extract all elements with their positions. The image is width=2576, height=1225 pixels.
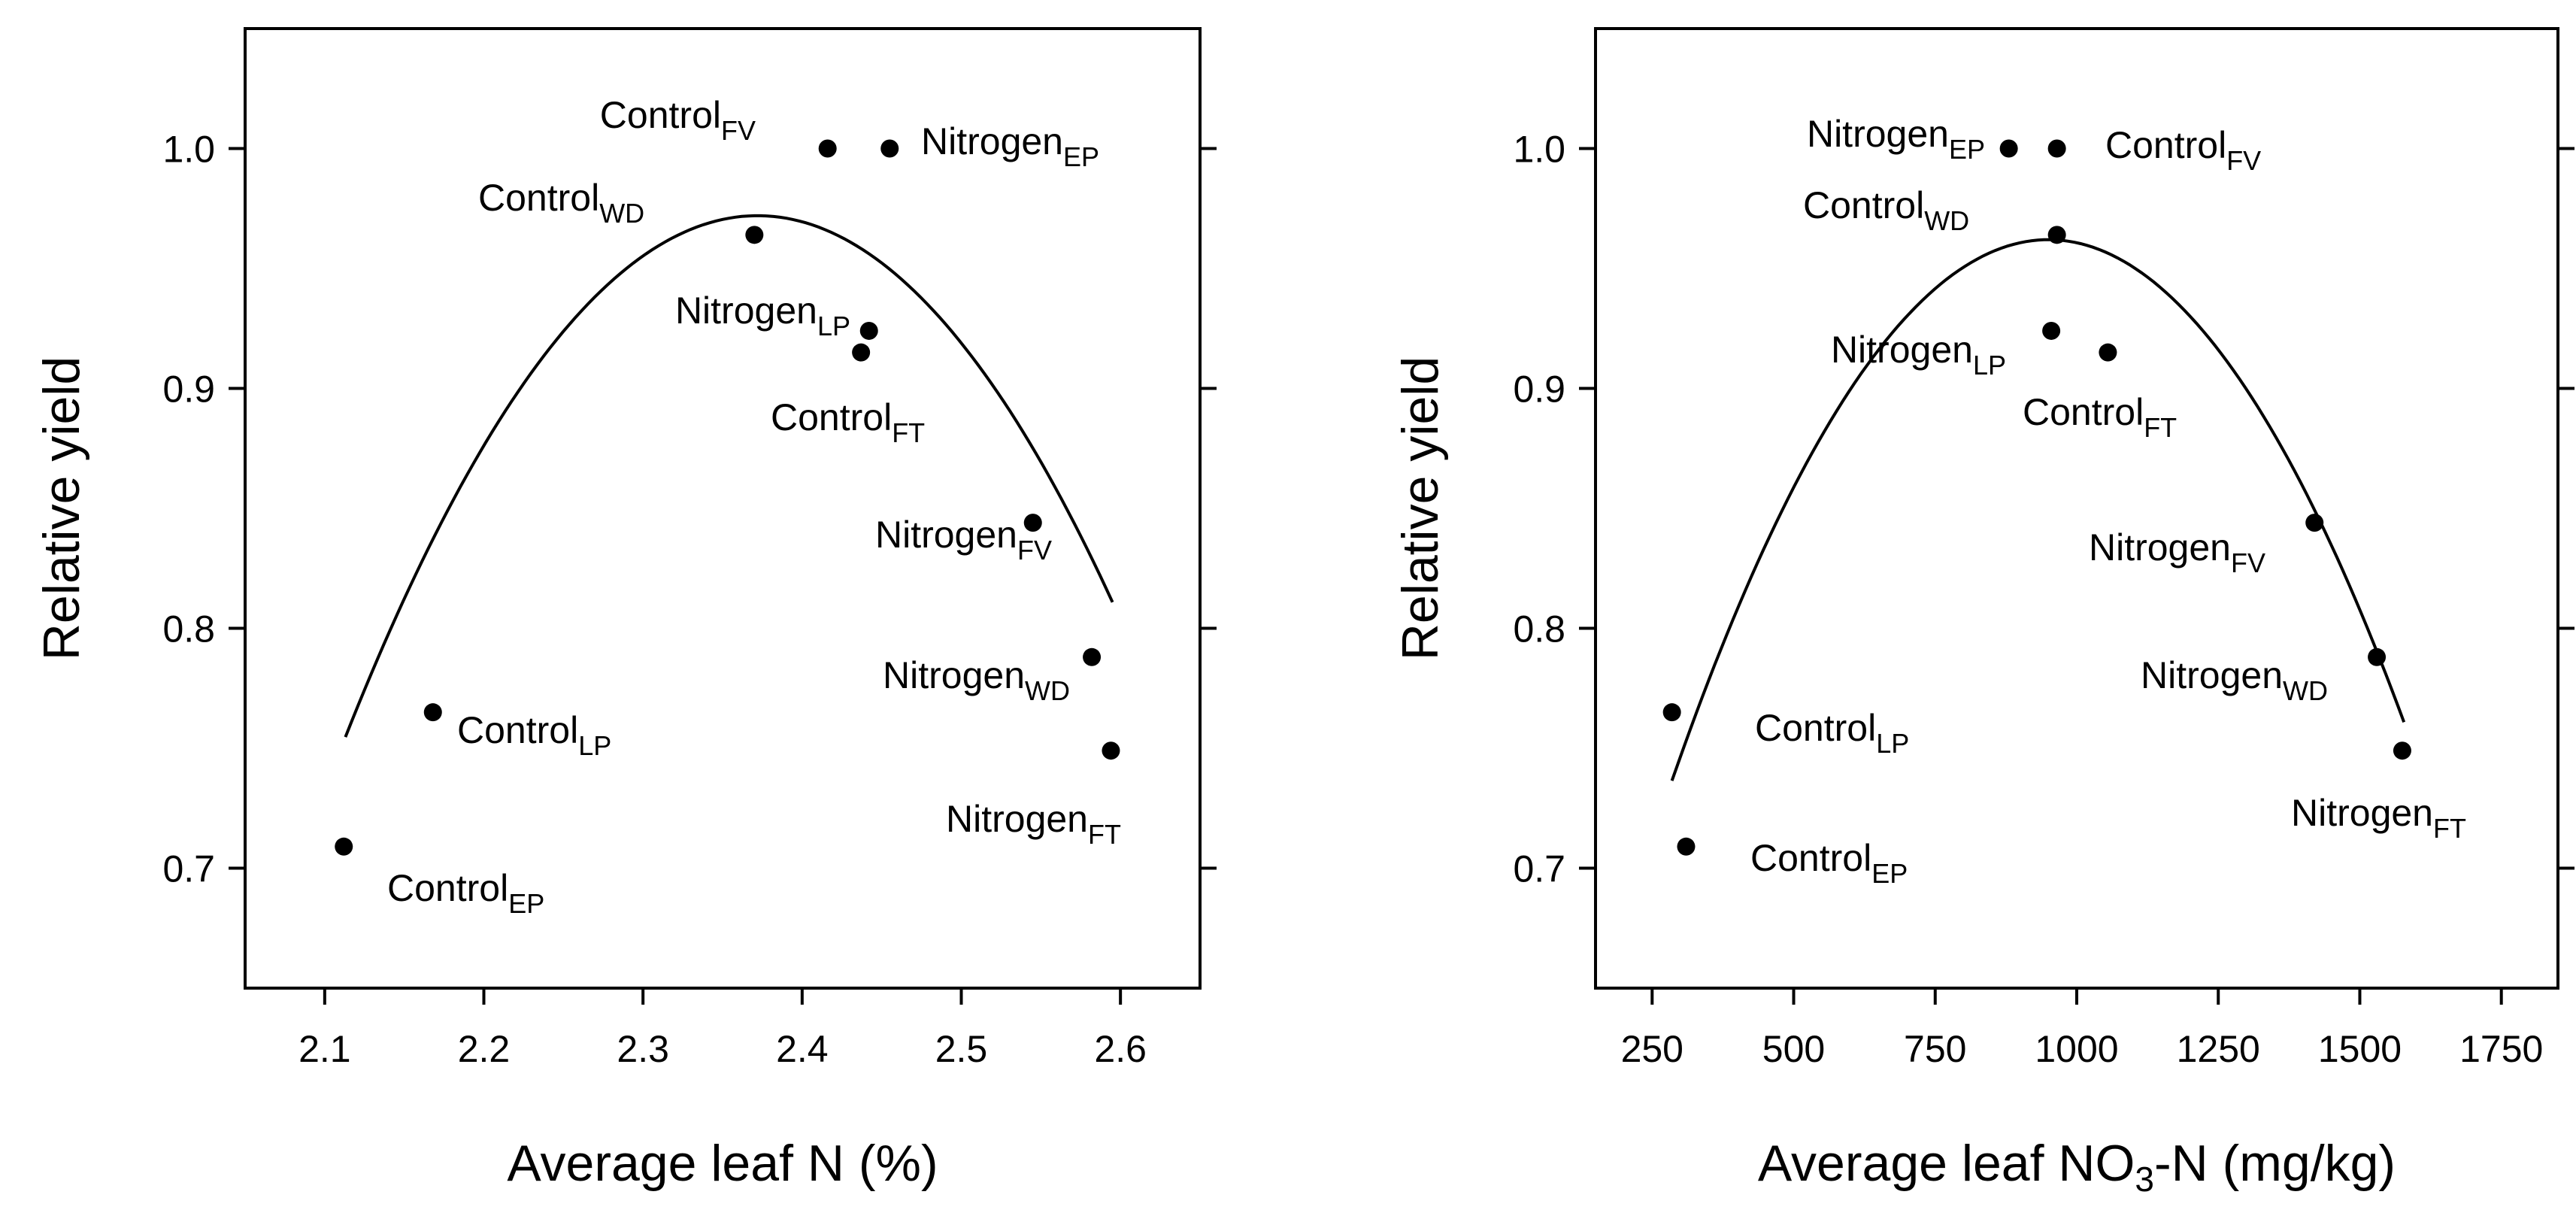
left-label-nitrogen-ep: NitrogenEP — [921, 120, 1099, 172]
right-x-axis-title: Average leaf NO3-N (mg/kg) — [1758, 1135, 2396, 1199]
right-x-tick-label: 1500 — [2318, 1028, 2402, 1070]
left-fit-curve — [344, 214, 1114, 738]
left-x-tick-label: 2.3 — [617, 1028, 669, 1070]
left-y-tick-label: 0.8 — [162, 608, 215, 650]
left-ticks: 2.1 2.2 2.3 2.4 2.5 2.6 0.7 0.8 0.9 1.0 — [162, 129, 1217, 1070]
right-point-nitrogen-fv — [2305, 514, 2324, 532]
left-y-tick-label: 1.0 — [162, 129, 215, 171]
right-point-control-wd — [2047, 226, 2066, 244]
left-point-control-ft — [852, 343, 871, 362]
right-label-nitrogen-wd: NitrogenWD — [2141, 654, 2328, 706]
left-label-control-wd: ControlWD — [478, 177, 644, 229]
left-label-nitrogen-fv: NitrogenFV — [875, 514, 1052, 566]
left-x-axis-title: Average leaf N (%) — [507, 1135, 938, 1192]
right-label-control-fv: ControlFV — [2105, 124, 2261, 176]
left-point-nitrogen-ft — [1102, 741, 1120, 760]
right-x-tick-label: 1750 — [2459, 1028, 2543, 1070]
left-points — [335, 139, 1120, 856]
right-x-tick-label: 500 — [1762, 1028, 1825, 1070]
right-plot-frame — [1594, 27, 2559, 990]
left-x-tick-label: 2.2 — [458, 1028, 511, 1070]
left-point-control-fv — [818, 139, 837, 158]
left-x-tick-label: 2.5 — [935, 1028, 988, 1070]
right-point-control-ft — [2099, 343, 2117, 362]
left-point-control-wd — [745, 226, 764, 244]
left-label-control-ep: ControlEP — [387, 867, 544, 919]
right-label-nitrogen-ft: NitrogenFT — [2291, 792, 2466, 844]
right-points — [1662, 139, 2411, 856]
right-y-tick-label: 1.0 — [1513, 129, 1565, 171]
right-point-control-ep — [1677, 837, 1696, 856]
right-point-control-lp — [1662, 703, 1681, 722]
left-point-nitrogen-fv — [1023, 514, 1042, 532]
left-y-axis-title: Relative yield — [33, 356, 90, 660]
left-point-nitrogen-lp — [859, 321, 878, 340]
left-label-nitrogen-lp: NitrogenLP — [675, 290, 850, 341]
right-x-tick-label: 250 — [1621, 1028, 1683, 1070]
right-x-tick-label: 750 — [1904, 1028, 1966, 1070]
right-label-control-ft: ControlFT — [2023, 391, 2177, 443]
right-label-nitrogen-lp: NitrogenLP — [1831, 329, 2006, 381]
right-label-nitrogen-ep: NitrogenEP — [1807, 113, 1985, 165]
right-label-nitrogen-fv: NitrogenFV — [2089, 526, 2265, 578]
left-y-tick-label: 0.7 — [162, 848, 215, 890]
right-y-tick-label: 0.8 — [1513, 608, 1565, 650]
right-y-axis-title: Relative yield — [1392, 356, 1449, 660]
left-label-control-fv: ControlFV — [600, 94, 756, 146]
left-x-tick-label: 2.6 — [1094, 1028, 1147, 1070]
right-x-tick-label: 1000 — [2035, 1028, 2118, 1070]
left-point-control-ep — [335, 837, 353, 856]
right-label-control-wd: ControlWD — [1803, 184, 1969, 236]
left-label-control-ft: ControlFT — [771, 396, 925, 448]
right-point-nitrogen-wd — [2368, 647, 2387, 666]
right-ticks: 250 500 750 1000 1250 1500 1750 0.7 0.8 0.9 1.0 — [1513, 129, 2574, 1070]
left-point-labels: ControlFV NitrogenEP ControlWD NitrogenL… — [387, 94, 1121, 919]
right-point-nitrogen-ep — [1999, 139, 2018, 158]
right-point-nitrogen-ft — [2393, 741, 2411, 760]
left-point-nitrogen-wd — [1083, 647, 1102, 666]
right-point-labels: NitrogenEP ControlFV ControlWD NitrogenL… — [1750, 113, 2466, 889]
left-x-tick-label: 2.1 — [299, 1028, 351, 1070]
left-plot-frame — [244, 27, 1202, 990]
left-label-nitrogen-ft: NitrogenFT — [946, 798, 1121, 850]
right-point-nitrogen-lp — [2042, 321, 2061, 340]
left-chart: 2.1 2.2 2.3 2.4 2.5 2.6 0.7 0.8 0.9 1.0 ControlFV… — [33, 27, 1217, 1192]
right-point-control-fv — [2047, 139, 2066, 158]
right-chart: 250 500 750 1000 1250 1500 1750 0.7 0.8 0.9 1.0 Ni… — [1392, 27, 2574, 1199]
left-x-tick-label: 2.4 — [776, 1028, 829, 1070]
right-fit-curve — [1670, 238, 2406, 781]
right-y-tick-label: 0.7 — [1513, 848, 1565, 890]
right-label-control-ep: ControlEP — [1750, 837, 1908, 889]
right-x-tick-label: 1250 — [2177, 1028, 2260, 1070]
right-y-tick-label: 0.9 — [1513, 368, 1565, 411]
left-point-nitrogen-ep — [880, 139, 899, 158]
left-y-tick-label: 0.9 — [162, 368, 215, 411]
left-label-nitrogen-wd: NitrogenWD — [883, 654, 1070, 706]
right-label-control-lp: ControlLP — [1755, 707, 1909, 759]
left-label-control-lp: ControlLP — [457, 709, 611, 761]
left-point-control-lp — [423, 703, 442, 722]
